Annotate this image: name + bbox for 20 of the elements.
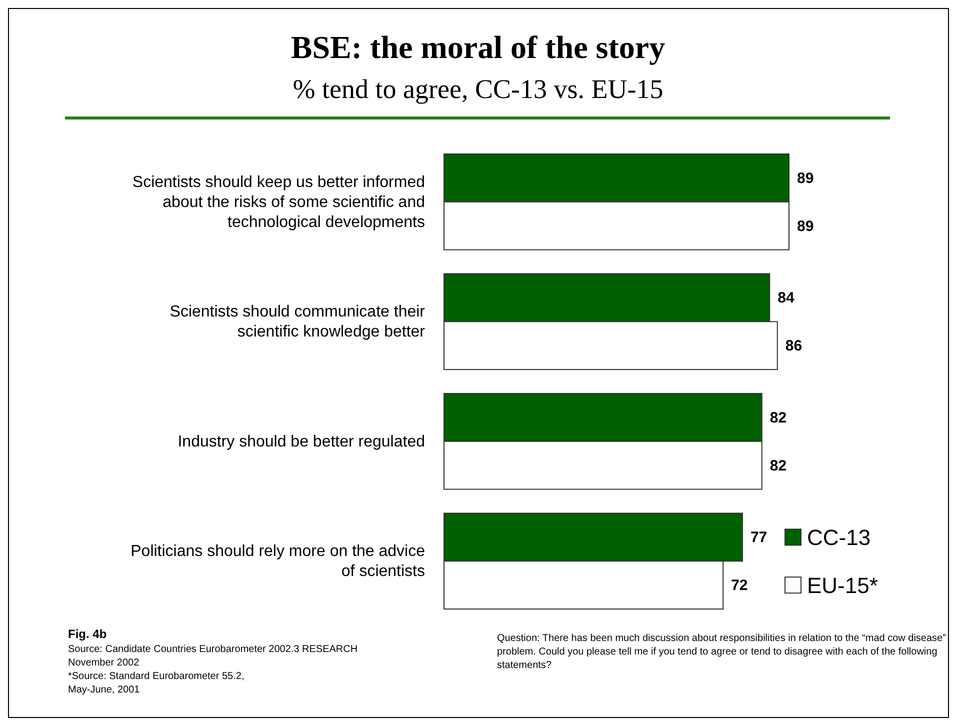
y-tick-label: Industry should be better regulated (178, 433, 425, 450)
data-label: 77 (750, 529, 768, 546)
y-tick-label: Politicians should rely more on the advice of scientists (130, 543, 426, 580)
data-label: 82 (770, 409, 787, 426)
text: *Source: Standard Eurobarometer 55.2, May-June, 2001 (68, 671, 244, 696)
y-tick-label: Scientists should keep us better informed about the risks of some scientific and technological developments (132, 174, 425, 231)
caption: Fig. 4b (68, 627, 107, 641)
data-label: 82 (770, 457, 787, 474)
data-label: 89 (797, 218, 814, 235)
data-label: 86 (785, 338, 802, 355)
data-label: 72 (731, 577, 748, 594)
legend-label: EU-15* (807, 573, 878, 598)
y-tick-label: Scientists should communicate their scientific knowledge better (170, 304, 426, 341)
chart-title: BSE: the moral of the story (290, 29, 666, 65)
legend-label: CC-13 (807, 525, 871, 550)
data-label: 84 (778, 290, 795, 307)
text: Question: There has been much discussion about responsibilities in relation to the “mad cow disease” problem. Could you please tell me if you tend to agree or tend to disagree with each of the following statements? (497, 633, 946, 671)
data-label: 89 (797, 170, 814, 187)
chart-subtitle: % tend to agree, CC-13 vs. EU-15 (292, 74, 664, 104)
source-note: Source: Candidate Countries Eurobarometer 2002.3 RESEARCH November 2002 (68, 644, 358, 668)
